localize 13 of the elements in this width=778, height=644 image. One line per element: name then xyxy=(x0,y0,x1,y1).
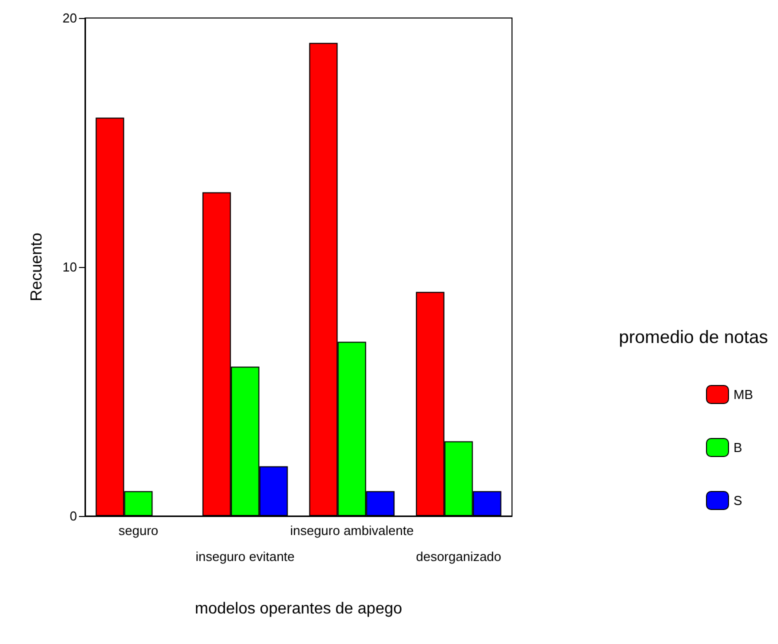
x-tick-label: seguro xyxy=(118,523,158,538)
x-axis-title: modelos operantes de apego xyxy=(194,600,402,618)
legend-title: promedio de notas xyxy=(618,327,768,347)
y-tick-label: 0 xyxy=(70,508,77,524)
y-axis-title: Recuento xyxy=(28,232,46,302)
x-tick-label: inseguro ambivalente xyxy=(290,523,414,538)
y-tick-label: 10 xyxy=(62,260,77,274)
legend-label: B xyxy=(734,440,742,455)
x-tick-label: inseguro evitante xyxy=(196,549,295,564)
y-tick-label: 20 xyxy=(62,10,77,26)
legend-label: MB xyxy=(734,387,753,402)
x-tick-label: desorganizado xyxy=(416,549,502,564)
legend-label: S xyxy=(734,493,742,508)
